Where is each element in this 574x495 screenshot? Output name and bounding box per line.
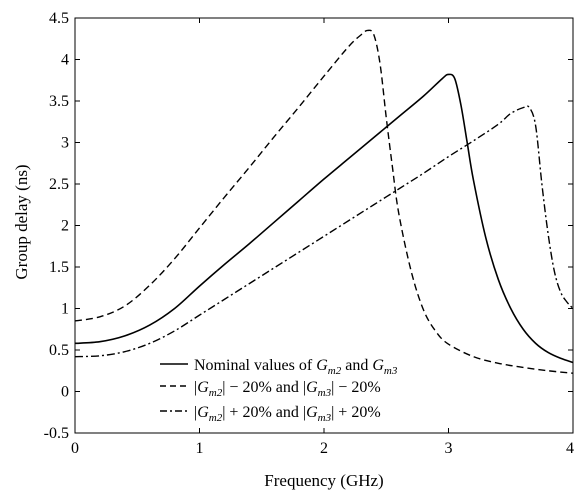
y-tick-label: 0: [61, 384, 69, 401]
ticks-layer: 0 1 2 3 4-0.500.511.522.533.544.5: [44, 10, 574, 457]
x-tick-label: 4: [566, 440, 574, 457]
series-plus20: [74, 105, 574, 358]
legend-box: [152, 350, 448, 426]
series-nominal: [74, 73, 574, 364]
y-tick-label: 2: [61, 218, 69, 235]
legend-item-nominal: Nominal values of Gm2 and Gm3: [160, 357, 398, 377]
series-minus20: [74, 29, 574, 374]
y-tick-label: 1.5: [49, 259, 69, 276]
x-tick-label: 0: [71, 440, 79, 457]
series-layer: [74, 29, 574, 374]
legend-item-plus20: |Gm2| + 20% and |Gm3| + 20%: [160, 404, 381, 424]
legend-item-minus20: |Gm2| − 20% and |Gm3| − 20%: [160, 379, 381, 399]
legend-label-plus20: |Gm2| + 20% and |Gm3| + 20%: [194, 404, 381, 424]
x-tick-label: 3: [445, 440, 453, 457]
y-axis-label: Group delay (ns): [12, 164, 31, 279]
legend: Nominal values of Gm2 and Gm3 |Gm2| − 20…: [152, 350, 448, 426]
y-tick-label: 1: [61, 301, 69, 318]
y-tick-label: 0.5: [49, 342, 69, 359]
x-tick-label: 1: [196, 440, 204, 457]
y-tick-label: 4.5: [49, 10, 69, 27]
y-tick-label: 3: [61, 135, 69, 152]
x-tick-label: 2: [320, 440, 328, 457]
y-tick-label: -0.5: [44, 425, 69, 442]
legend-label-nominal: Nominal values of Gm2 and Gm3: [194, 357, 398, 377]
y-tick-label: 4: [61, 52, 69, 69]
y-tick-label: 3.5: [49, 93, 69, 110]
x-axis-label: Frequency (GHz): [264, 471, 383, 490]
y-tick-label: 2.5: [49, 176, 69, 193]
legend-label-minus20: |Gm2| − 20% and |Gm3| − 20%: [194, 379, 381, 399]
